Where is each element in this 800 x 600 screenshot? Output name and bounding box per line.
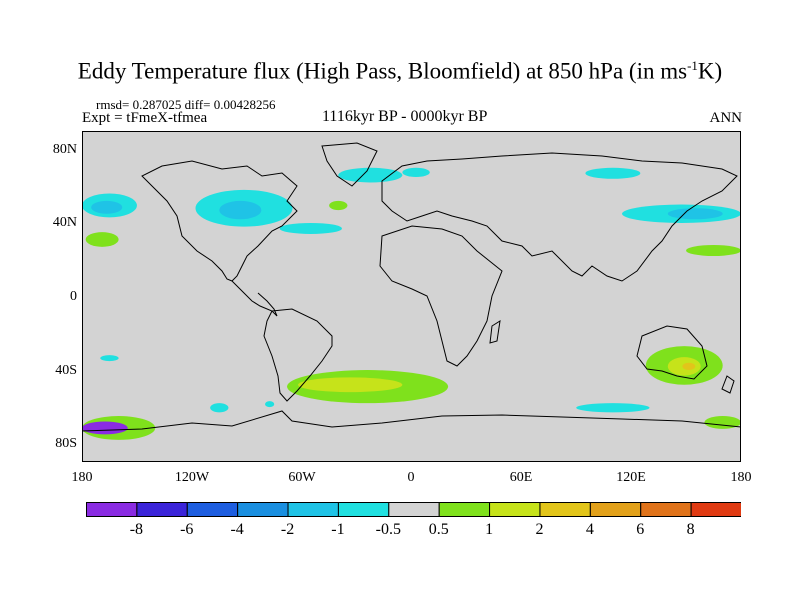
anomaly-region-australia-south-peak — [682, 362, 696, 371]
colorbar-label: -8 — [129, 521, 144, 538]
anomaly-region-pacific-subtropic-positive — [85, 232, 119, 247]
colorbar-label: 0.5 — [428, 521, 449, 538]
colorbar-label: -4 — [230, 521, 244, 538]
lon-tick-label: 0 — [407, 470, 415, 485]
lat-tick-label: 80N — [52, 142, 77, 157]
colorbar-box — [237, 502, 289, 517]
coast-madagascar — [489, 320, 501, 344]
coast-antarctica — [82, 410, 741, 432]
anomaly-region-arctic-siberia — [585, 167, 641, 179]
lat-tick-label: 40S — [55, 363, 77, 378]
anomaly-region-ross-sea-core — [82, 421, 128, 435]
colorbar-box — [640, 502, 692, 517]
map-frame — [82, 131, 741, 462]
anomaly-region-ross-sea-east — [265, 401, 275, 408]
coast-africa — [379, 225, 503, 367]
anomaly-region-atlantic-mid-positive — [329, 200, 348, 211]
lat-tick-label: 80S — [55, 436, 77, 451]
anomaly-region-north-pacific-west-core — [91, 200, 123, 214]
colorbar-box — [186, 502, 239, 517]
anomaly-region-antarctic-pacific-positive — [704, 416, 741, 429]
experiment-label: Expt = tFmeX-tfmea — [82, 110, 208, 126]
lon-tick-label: 60W — [288, 470, 316, 485]
colorbar-box — [438, 502, 491, 517]
colorbar-label: -0.5 — [375, 521, 401, 538]
anomaly-region-southern-ocean-atlantic-core — [298, 377, 403, 393]
colorbar-box — [539, 502, 591, 517]
anomaly-region-pacific-west-positive — [686, 245, 741, 257]
coast-south-america — [263, 308, 333, 402]
coast-new-zealand — [721, 375, 735, 394]
anomaly-region-north-atlantic — [279, 222, 342, 234]
lat-tick-label: 0 — [70, 289, 77, 304]
colorbar-label: -6 — [180, 521, 194, 538]
colorbar-box — [86, 502, 138, 517]
colorbar-box — [287, 502, 339, 517]
lon-tick-label: 120E — [616, 470, 646, 485]
colorbar-label: 4 — [585, 521, 594, 538]
colorbar-label: -2 — [280, 521, 295, 538]
coast-australia — [636, 325, 708, 380]
plot-title: Eddy Temperature flux (High Pass, Bloomf… — [77, 58, 723, 84]
colorbar-label: 1 — [485, 521, 494, 538]
colorbar — [86, 502, 741, 517]
colorbar-box — [136, 502, 188, 517]
anomaly-region-arctic-greenland — [338, 167, 403, 183]
colorbar-box — [489, 502, 541, 517]
coast-eurasia — [381, 152, 738, 282]
lon-tick-label: 180 — [71, 470, 93, 485]
colorbar-label: 8 — [686, 521, 695, 538]
colorbar-label: 2 — [535, 521, 544, 538]
map-background — [82, 131, 741, 462]
anomaly-region-south-pacific-mid — [100, 355, 119, 362]
colorbar-label: -1 — [331, 521, 345, 538]
coast-north-america — [141, 160, 298, 282]
anomaly-region-arctic-barents — [402, 167, 430, 177]
map-panel — [82, 131, 741, 462]
coast-greenland — [321, 142, 378, 187]
season-label: ANN — [709, 110, 743, 126]
colorbar-label: 6 — [636, 521, 645, 538]
lat-tick-label: 40N — [52, 215, 77, 230]
lon-tick-label: 60E — [509, 470, 533, 485]
lon-tick-label: 120W — [174, 470, 210, 485]
anomaly-region-south-pacific-small — [210, 403, 229, 413]
lon-tick-label: 180 — [730, 470, 752, 485]
anomaly-region-southern-ocean-indian — [576, 403, 650, 413]
anomaly-regions — [82, 167, 741, 440]
colorbar-box — [589, 502, 642, 517]
colorbar-box — [690, 502, 741, 517]
anomaly-region-north-america-east-core — [219, 200, 262, 220]
stats-text: rmsd= 0.287025 diff= 0.00428256 — [96, 97, 276, 112]
colorbar-box — [337, 502, 390, 517]
period-label: 1116kyr BP - 0000kyr BP — [322, 108, 488, 125]
colorbar-box — [388, 502, 440, 517]
anomaly-region-north-pacific-east-core — [667, 208, 723, 220]
coastline — [82, 142, 741, 432]
